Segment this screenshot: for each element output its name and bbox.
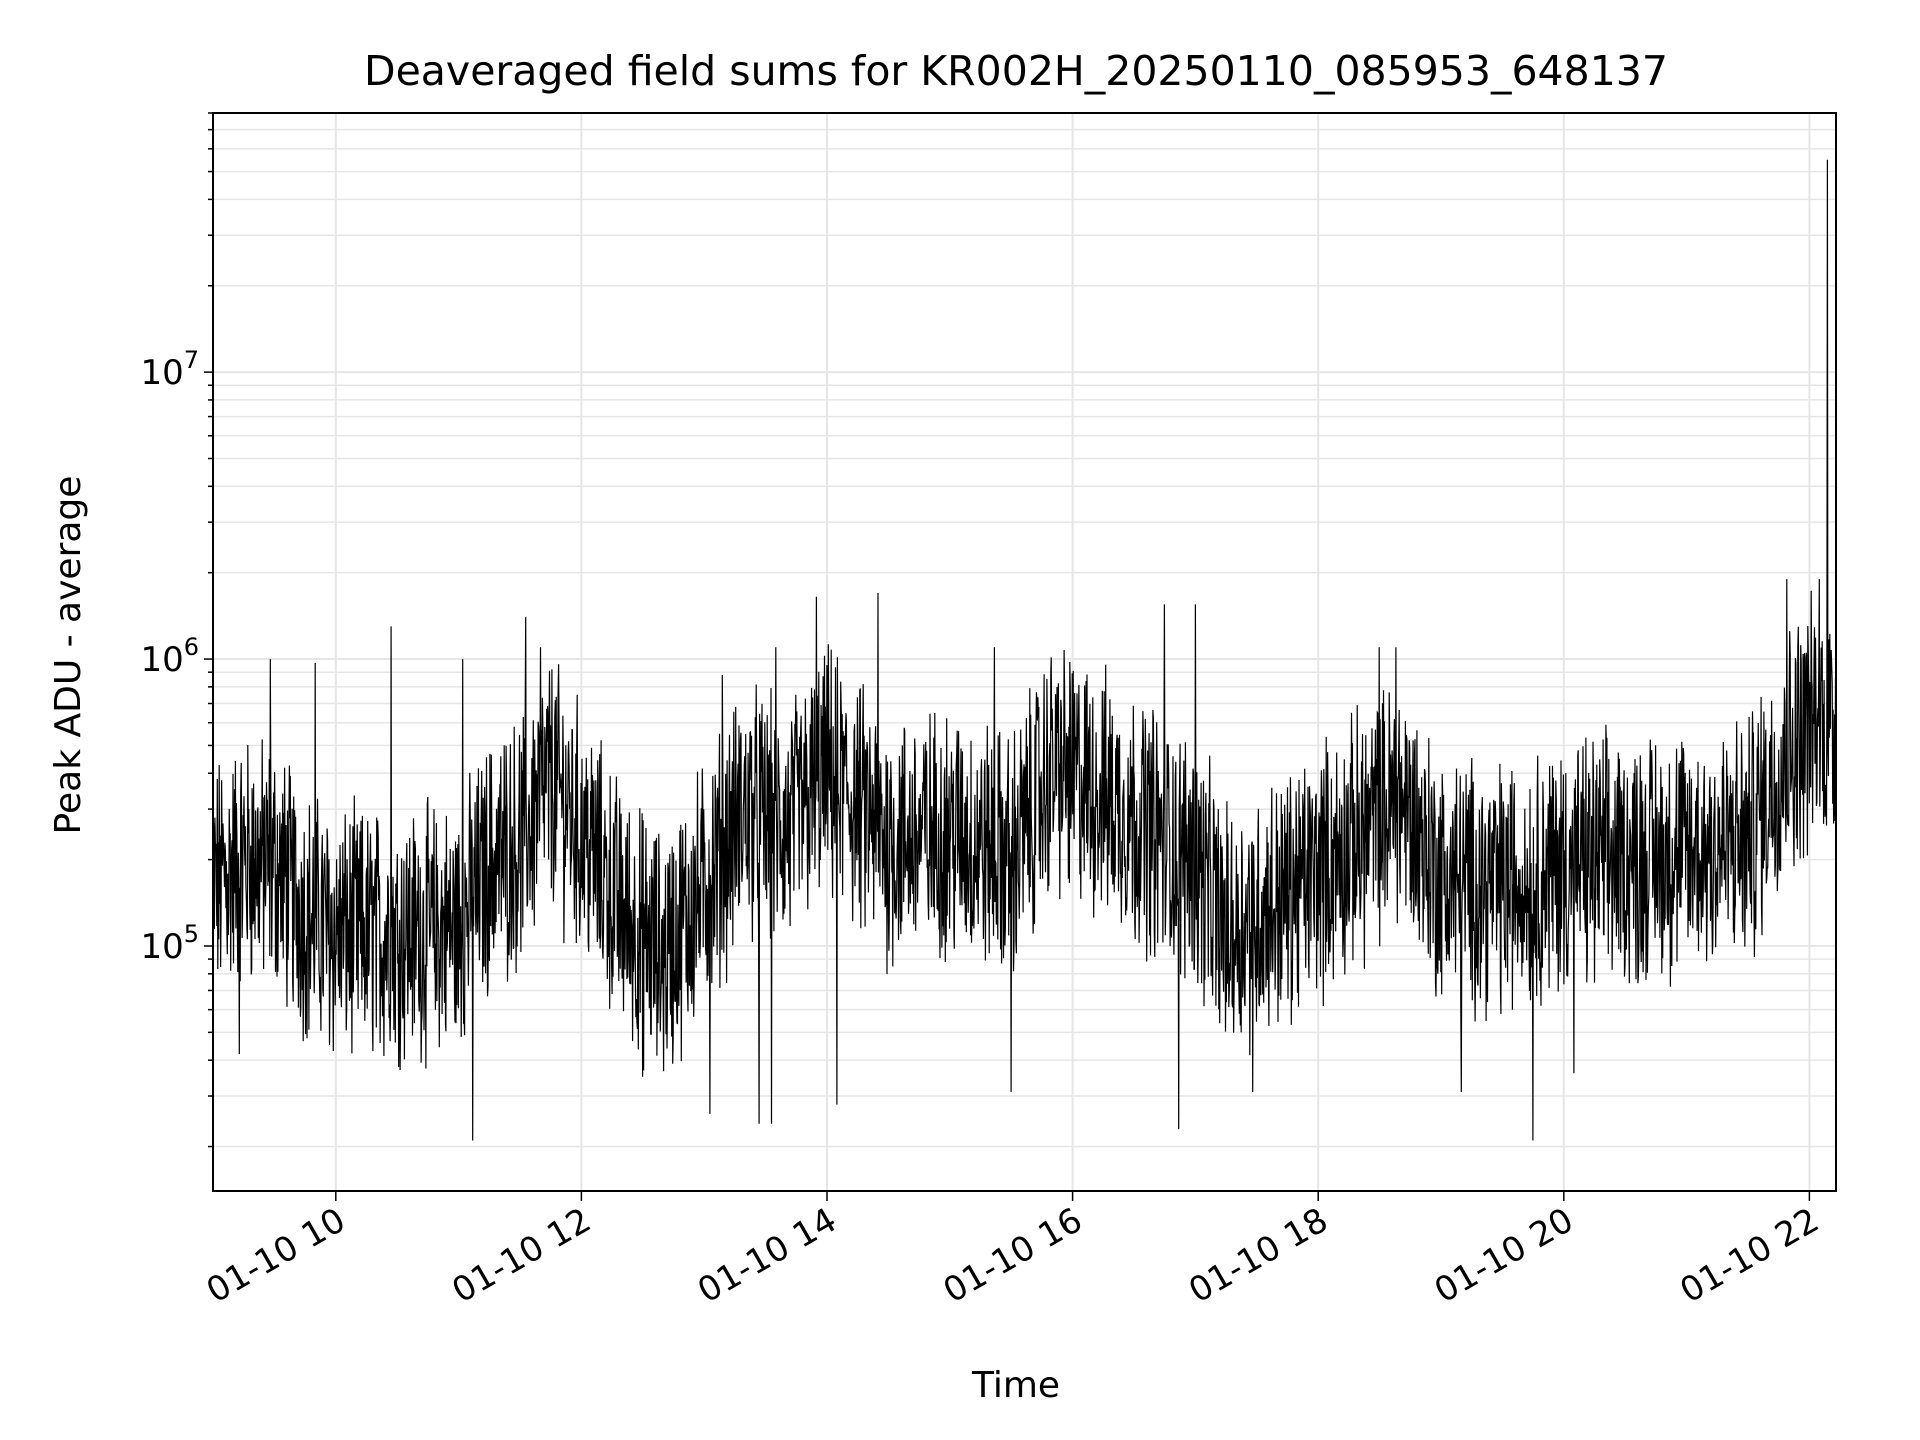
series-line: [212, 159, 1837, 1141]
x-axis-label: Time: [971, 1365, 1060, 1406]
y-tick-label: 105: [140, 920, 199, 967]
grid-lines: [213, 112, 1836, 1191]
chart-title: Deaveraged field sums for KR002H_2025011…: [364, 47, 1668, 95]
y-tick-label: 107: [140, 346, 199, 393]
y-axis-label: Peak ADU - average: [48, 476, 89, 835]
y-tick-label: 106: [140, 633, 199, 680]
plot-frame: [212, 112, 1837, 1192]
series-layer: [212, 159, 1837, 1141]
